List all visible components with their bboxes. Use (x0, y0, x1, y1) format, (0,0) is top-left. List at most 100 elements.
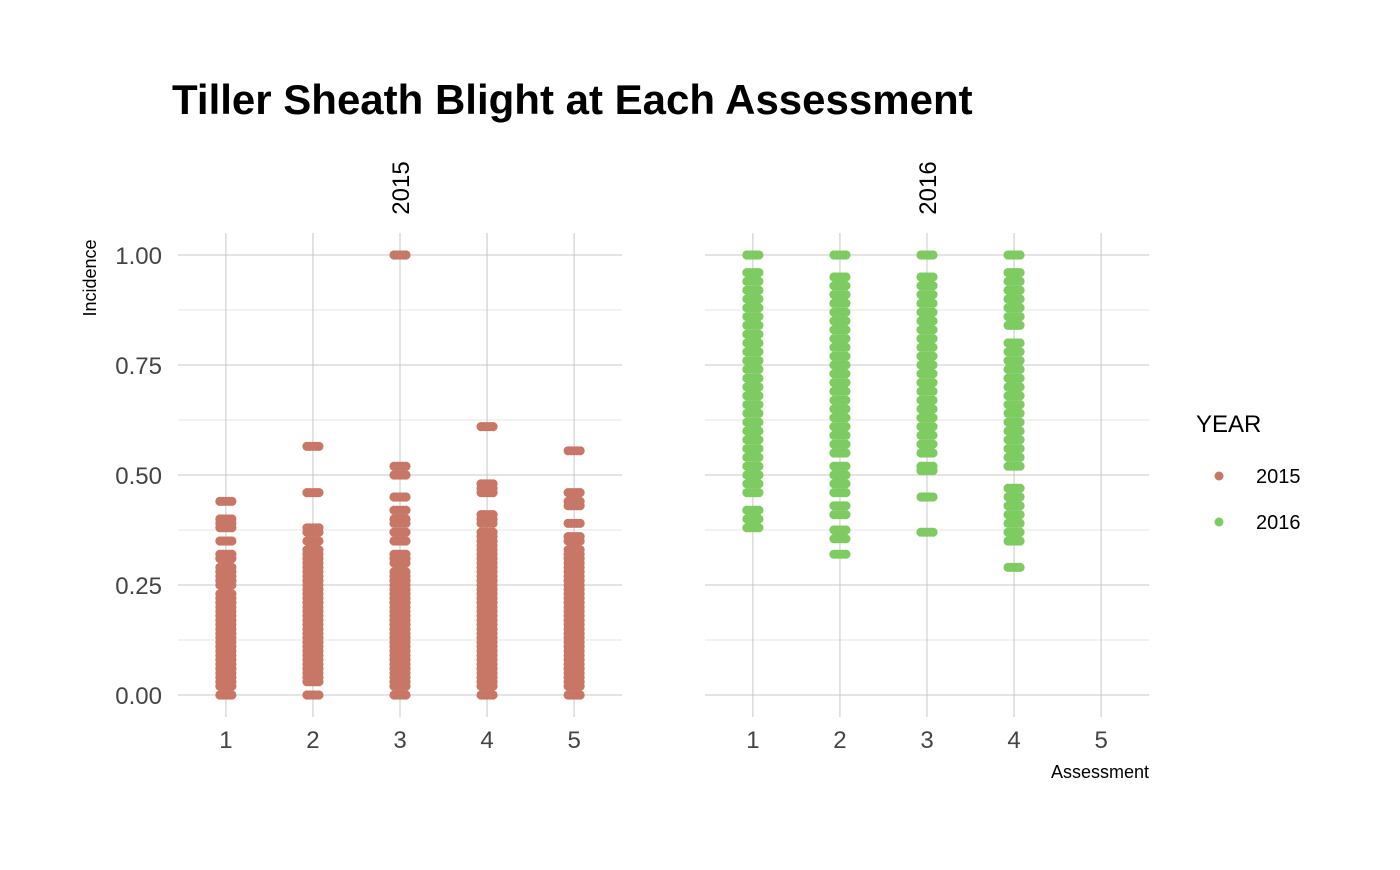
data-point (754, 523, 764, 533)
data-point (1015, 492, 1025, 502)
data-point (314, 545, 324, 555)
data-point (841, 290, 851, 300)
data-point (754, 470, 764, 480)
data-point (841, 422, 851, 432)
data-point (575, 690, 585, 700)
data-point (841, 549, 851, 559)
facet-strip-label-2015: 2015 (388, 161, 415, 214)
data-point (401, 514, 411, 524)
data-point (841, 413, 851, 423)
x-tick-label: 5 (567, 727, 580, 754)
data-point (754, 276, 764, 286)
data-point (841, 342, 851, 352)
data-point (841, 404, 851, 414)
data-point (841, 509, 851, 520)
data-point (401, 461, 411, 471)
data-point (1015, 501, 1025, 511)
y-tick-label: 0.25 (115, 573, 162, 600)
x-tick-label: 3 (393, 727, 406, 754)
data-point (1015, 536, 1025, 546)
data-point (1015, 400, 1025, 410)
data-point (841, 525, 851, 535)
data-point (928, 272, 938, 282)
data-point (928, 422, 938, 432)
data-point (841, 378, 851, 388)
data-point (841, 395, 851, 405)
data-point (754, 268, 764, 278)
data-point (1015, 444, 1025, 454)
data-point (841, 298, 851, 308)
data-point (754, 505, 764, 515)
data-point (841, 448, 851, 458)
data-point (754, 285, 764, 295)
data-point (401, 567, 411, 577)
x-tick-label: 2 (306, 727, 319, 754)
data-point (488, 422, 498, 432)
data-point (1015, 338, 1025, 348)
data-point (401, 470, 411, 480)
data-point (575, 446, 585, 456)
data-point (227, 514, 237, 524)
data-point (928, 369, 938, 379)
legend-key-2015 (1214, 471, 1224, 481)
data-point (754, 417, 764, 427)
data-point (841, 439, 851, 449)
data-point (1015, 285, 1025, 295)
data-point (1015, 382, 1025, 392)
data-point (841, 488, 851, 498)
data-point (928, 404, 938, 414)
data-point (227, 496, 237, 506)
legend: YEAR 2015 2016 (1196, 411, 1301, 534)
data-point (314, 488, 324, 498)
data-point (1015, 276, 1025, 286)
y-axis-title: Incidence (80, 239, 100, 316)
x-tick-label: 3 (920, 727, 933, 754)
data-point (754, 461, 764, 471)
data-point (928, 461, 938, 471)
data-point (928, 378, 938, 388)
data-point (401, 549, 411, 559)
data-point (575, 518, 585, 529)
data-point (754, 479, 764, 489)
y-tick-label: 1.00 (115, 243, 162, 270)
data-point (841, 272, 851, 282)
data-point (1015, 268, 1025, 278)
data-point (928, 492, 938, 502)
data-point (928, 334, 938, 344)
data-point (1015, 294, 1025, 304)
chart-title: Tiller Sheath Blight at Each Assessment (172, 76, 973, 123)
data-point (928, 281, 938, 291)
data-point (1015, 364, 1025, 374)
data-point (841, 351, 851, 361)
data-point (754, 294, 764, 304)
panel-2016: 2016 1 2 3 4 5 (705, 161, 1149, 754)
data-point (841, 307, 851, 317)
data-point (841, 479, 851, 489)
data-point (1015, 518, 1025, 529)
data-point (401, 492, 411, 502)
data-point (928, 360, 938, 370)
data-point (488, 527, 498, 537)
x-tick-label: 2 (833, 727, 846, 754)
legend-key-2016 (1214, 517, 1224, 527)
data-point (841, 325, 851, 335)
data-point (841, 369, 851, 379)
data-point (1015, 391, 1025, 401)
data-point (1015, 347, 1025, 357)
data-point (928, 298, 938, 308)
data-point (928, 448, 938, 458)
data-point (928, 351, 938, 361)
data-point (1015, 250, 1025, 260)
data-point (841, 386, 851, 396)
data-point (1015, 483, 1025, 493)
data-point (754, 452, 764, 462)
data-point (314, 536, 324, 546)
data-point (928, 290, 938, 300)
data-point (754, 347, 764, 357)
data-point (1015, 562, 1025, 573)
x-tick-label: 4 (480, 727, 493, 754)
data-point (754, 408, 764, 418)
data-point (754, 320, 764, 330)
data-point (227, 536, 237, 546)
